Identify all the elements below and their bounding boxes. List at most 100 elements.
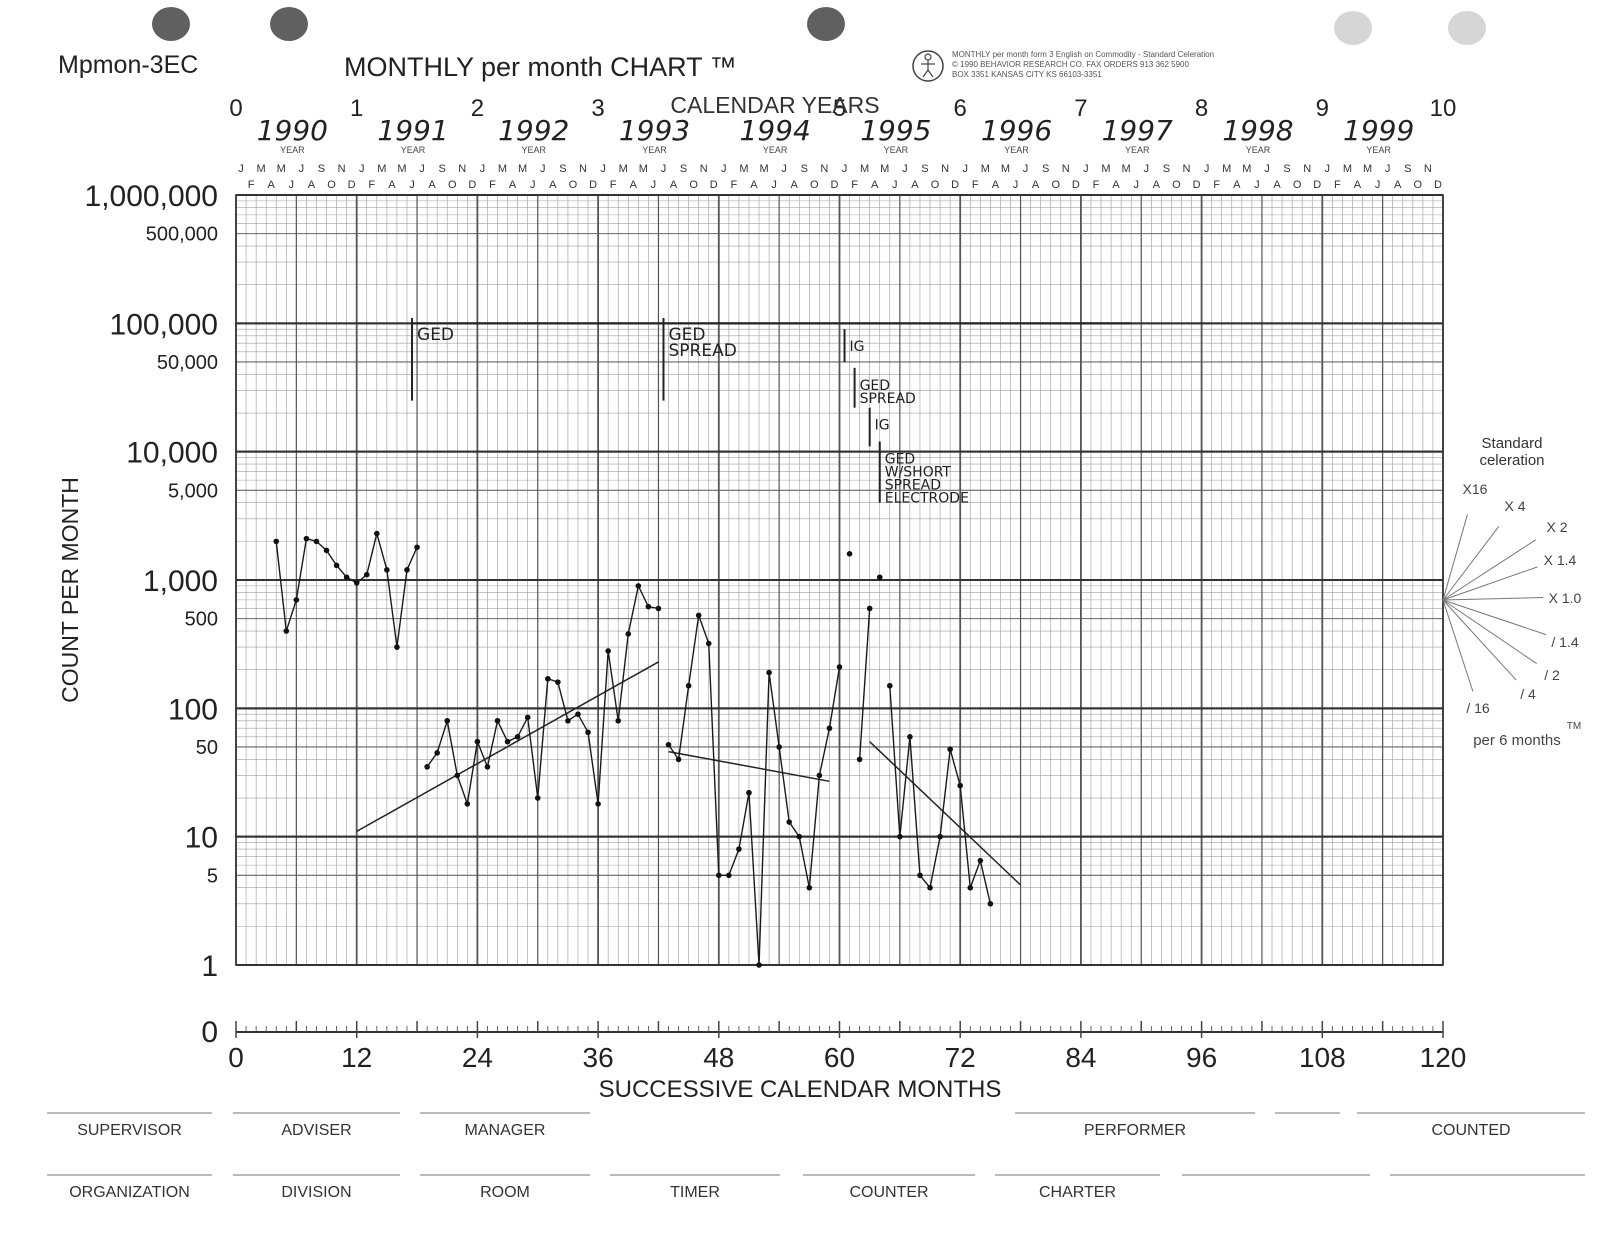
month-letter: A [1394, 179, 1402, 191]
data-point [394, 644, 400, 650]
phase-label: GED [885, 452, 915, 468]
data-point [504, 738, 511, 745]
celeration-line [668, 750, 830, 783]
y-tick-label: 100 [168, 693, 218, 726]
year-caption: YEAR [884, 145, 909, 155]
data-point [977, 857, 984, 864]
series-line [858, 608, 871, 760]
month-letter: A [630, 179, 638, 191]
data-point [665, 741, 672, 748]
month-letter: J [1325, 163, 1331, 175]
month-letter: O [1293, 179, 1302, 191]
footer-field-label: ADVISER [281, 1122, 351, 1139]
y-tick-label: 50,000 [157, 352, 218, 374]
data-point [484, 764, 491, 770]
data-point [333, 562, 340, 569]
data-point [806, 884, 813, 891]
data-point [293, 597, 300, 603]
phase-label: GED [860, 378, 890, 394]
month-letter: M [759, 163, 768, 175]
data-point [685, 682, 692, 689]
x-tick-label: 60 [824, 1042, 855, 1073]
month-letter: F [972, 179, 979, 191]
month-letter: M [880, 163, 889, 175]
fan-ray [1442, 599, 1517, 681]
phase-label: GED [417, 325, 454, 345]
fan-label: / 2 [1544, 667, 1560, 683]
month-letter: M [619, 163, 628, 175]
month-letter: J [892, 179, 898, 191]
month-letter: J [1013, 179, 1019, 191]
year-number: 3 [591, 95, 604, 122]
year-number: 2 [471, 95, 484, 122]
x-tick-label: 24 [462, 1042, 493, 1073]
month-letter: S [1283, 163, 1290, 175]
fan-footer: per 6 months [1473, 732, 1561, 749]
month-letter: F [248, 179, 255, 191]
month-letter: S [438, 163, 445, 175]
y-tick-label: 1,000,000 [85, 180, 218, 213]
data-point [343, 574, 350, 581]
x-tick-label: 84 [1065, 1042, 1096, 1073]
month-letter: D [710, 179, 718, 191]
month-letter: A [388, 179, 396, 191]
month-letter: A [1032, 179, 1040, 191]
data-point [645, 603, 652, 610]
year-caption: YEAR [763, 145, 788, 155]
footer-field-label: ROOM [480, 1184, 530, 1201]
month-letter: N [1183, 163, 1191, 175]
footer-field-label: MANAGER [465, 1122, 546, 1139]
data-point [595, 801, 601, 807]
year-caption: YEAR [521, 145, 546, 155]
month-letter: M [257, 163, 266, 175]
y-tick-label: 10,000 [126, 437, 218, 470]
year-label: 1994 [740, 114, 811, 147]
data-point [494, 717, 501, 724]
fan-title: celeration [1479, 452, 1544, 469]
month-letter: A [791, 179, 799, 191]
data-point [786, 819, 793, 825]
x-tick-label: 0 [228, 1042, 244, 1073]
phase-label: IG [875, 418, 890, 434]
binder-hole-icon [807, 7, 845, 41]
y-tick-label: 500 [185, 609, 218, 631]
data-point [695, 612, 702, 619]
month-letter: J [289, 179, 295, 191]
month-letter: J [661, 163, 667, 175]
month-letter: J [651, 179, 657, 191]
month-letter: D [1313, 179, 1321, 191]
month-letter: O [569, 179, 578, 191]
month-letter: A [992, 179, 1000, 191]
binder-hole-icon [270, 7, 308, 41]
data-point [424, 764, 430, 770]
month-letter: J [1385, 163, 1391, 175]
month-letter: S [559, 163, 566, 175]
month-letter: J [1264, 163, 1270, 175]
data-point [514, 734, 521, 740]
publisher-line-3: BOX 3351 KANSAS CITY KS 66103-3351 [952, 70, 1102, 79]
data-point [363, 571, 370, 578]
fan-label: / 1.4 [1551, 634, 1578, 650]
phase-label: W/SHORT [885, 465, 952, 481]
data-point [464, 801, 471, 807]
month-letter: D [1193, 179, 1201, 191]
month-letter: F [851, 179, 858, 191]
x-tick-label: 36 [583, 1042, 614, 1073]
y-zero-label: 0 [201, 1016, 218, 1049]
month-letter: N [1303, 163, 1311, 175]
fan-label: X 4 [1504, 498, 1525, 514]
year-caption: YEAR [642, 145, 667, 155]
form-code: Mpmon-3EC [58, 51, 198, 79]
data-point [374, 530, 380, 537]
month-letter: M [498, 163, 507, 175]
month-letter: D [830, 179, 838, 191]
footer-field-label: COUNTED [1431, 1122, 1510, 1139]
footer-fields: SUPERVISOR ADVISER MANAGER PERFORMER COUNTED… [47, 1112, 1585, 1201]
month-letter: J [1133, 179, 1139, 191]
fan-label: X 1.4 [1544, 552, 1577, 568]
month-letter: J [238, 163, 244, 175]
month-letter: J [600, 163, 606, 175]
month-letter: O [1172, 179, 1181, 191]
fan-ray [1442, 566, 1538, 601]
